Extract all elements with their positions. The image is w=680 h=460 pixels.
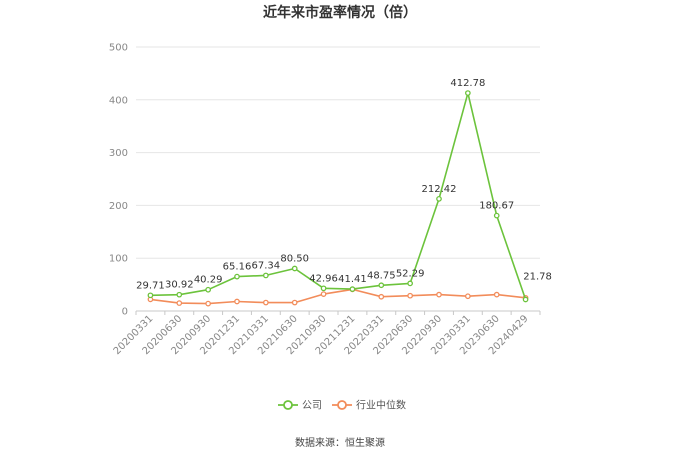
y-tick-label-200: 200 [109,201,128,212]
data-label-2: 40.29 [194,275,223,286]
data-point-1-9 [407,292,413,299]
legend-label-0: 公司 [302,401,322,412]
data-label-13: 21.78 [523,272,552,283]
data-label-6: 42.96 [309,273,338,284]
y-tick-label-0: 0 [122,307,128,318]
data-point-0-8 [378,282,385,289]
series-line-1 [150,288,526,305]
legend-marker-0 [283,400,293,410]
data-point-0-10 [436,195,442,202]
data-label-11: 412.78 [450,78,485,89]
data-point-1-2 [205,300,211,307]
data-label-7: 41.41 [338,274,367,285]
data-label-3: 65.16 [223,262,252,273]
legend-label-1: 行业中位数 [356,399,406,412]
legend-item-1: 行业中位数 [332,399,406,412]
data-point-0-9 [407,280,413,287]
data-point-1-6 [320,291,327,297]
data-label-12: 180.67 [479,201,514,212]
y-tick-label-100: 100 [109,254,128,265]
data-label-1: 30.92 [165,280,194,291]
data-point-1-10 [436,291,442,298]
data-label-4: 67.34 [252,260,281,271]
data-point-0-13 [522,296,529,303]
data-label-0: 29.71 [136,280,165,291]
data-point-1-5 [291,299,298,306]
data-point-0-11 [465,90,471,96]
chart-title: 近年来市盈率情况（倍） [263,4,417,21]
data-point-0-7 [349,286,356,292]
data-label-10: 212.42 [422,184,457,195]
series-line-0 [150,92,527,300]
data-point-0-2 [205,286,211,293]
data-point-0-12 [493,212,500,219]
data-point-1-1 [176,300,183,306]
data-point-0-1 [176,291,183,298]
data-label-8: 48.75 [367,270,396,281]
data-point-0-6 [320,285,327,292]
data-point-1-3 [234,298,240,305]
legend-item-0: 公司 [278,400,322,412]
data-point-0-5 [291,265,298,272]
data-point-1-4 [263,299,269,306]
y-tick-label-500: 500 [109,43,128,54]
data-point-0-0 [147,292,154,299]
data-point-1-12 [493,291,500,298]
legend-marker-1 [337,400,347,410]
y-tick-label-300: 300 [109,148,128,159]
data-point-0-4 [263,272,269,279]
data-source: 数据来源：恒生聚源 [295,436,385,449]
data-point-1-11 [465,293,471,300]
data-point-0-3 [234,273,240,280]
y-tick-label-400: 400 [109,95,128,106]
data-label-9: 52.29 [396,268,425,279]
data-point-1-8 [378,293,385,300]
data-label-5: 80.50 [280,253,309,264]
